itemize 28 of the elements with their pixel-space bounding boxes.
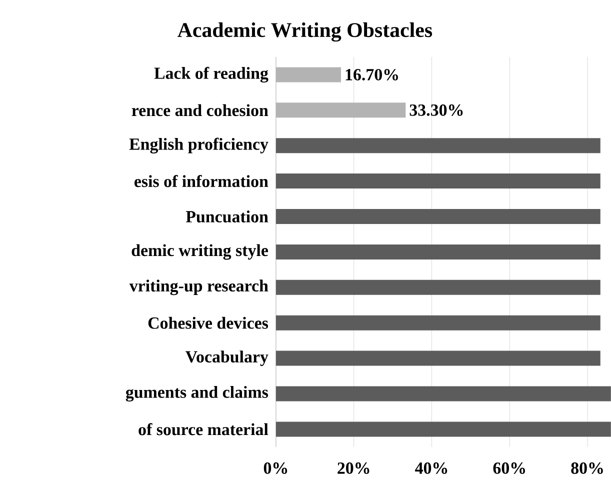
y-tick-label: Puncuation (186, 210, 268, 223)
bar (276, 174, 600, 189)
bar (276, 209, 600, 224)
x-tick-label: 60% (493, 462, 525, 474)
x-tick-label: 0% (264, 462, 288, 474)
y-tick-label: Vocabulary (186, 350, 268, 366)
y-tick-label: demic writing style (132, 244, 268, 260)
y-tick-label: rence and cohesion (132, 104, 268, 116)
x-tick-label: 20% (338, 462, 370, 474)
chart-title: Academic Writing Obstacles (178, 22, 432, 42)
y-tick-label: esis of information (134, 175, 268, 188)
x-tick-label: 80% (571, 462, 603, 474)
bar (276, 244, 600, 260)
bar (276, 422, 611, 437)
y-tick-label: of source material (138, 423, 268, 436)
bar (276, 280, 600, 295)
bar (276, 138, 600, 154)
data-label: 33.30% (410, 104, 463, 116)
y-tick-label: English proficiency (129, 138, 268, 154)
data-label: 16.70% (346, 69, 398, 80)
y-tick-label: Cohesive devices (148, 316, 268, 329)
y-tick-label: vriting-up research (129, 280, 268, 296)
y-tick-label: Lack of reading (154, 66, 268, 83)
y-tick-label: guments and claims (126, 386, 268, 402)
bar (276, 386, 611, 402)
x-tick-label: 40% (415, 462, 448, 474)
bar (276, 315, 600, 330)
bar (276, 350, 600, 366)
